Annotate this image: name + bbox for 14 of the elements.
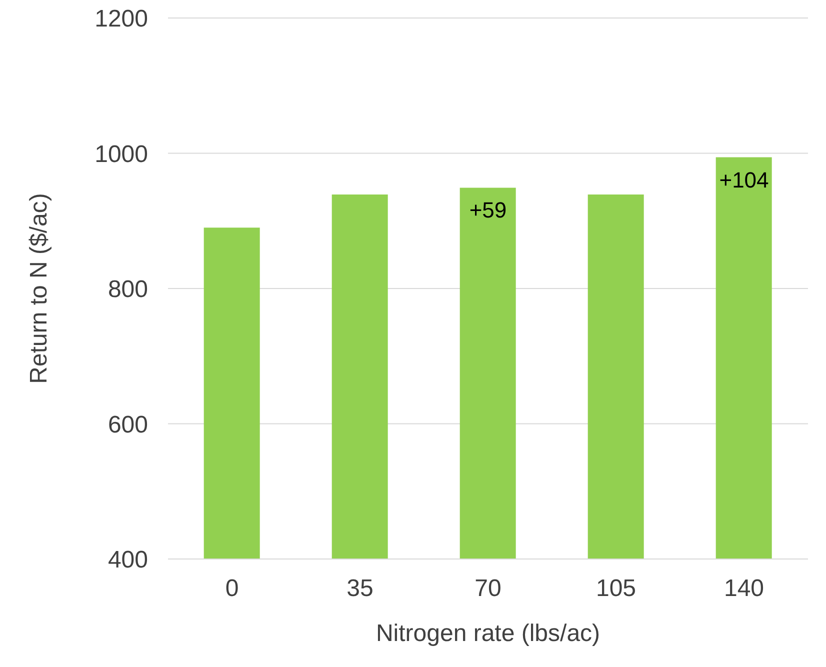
annotation: +104: [719, 167, 769, 192]
annotation: +59: [469, 198, 507, 223]
x-tick-label: 0: [225, 575, 239, 602]
y-tick-label: 1000: [94, 140, 148, 168]
y-tick-label: 800: [108, 276, 148, 304]
y-tick-label: 400: [108, 546, 148, 574]
y-tick-label: 600: [108, 411, 148, 438]
x-tick-label: 70: [474, 575, 502, 602]
x-tick-label: 105: [596, 575, 636, 602]
y-tick-label: 1200: [94, 6, 148, 33]
x-axis-title: Nitrogen rate (lbs/ac): [376, 620, 600, 647]
y-axis-title: Return to N ($/ac): [26, 193, 53, 384]
x-tick-label: 140: [724, 575, 764, 602]
x-tick-label: 35: [346, 575, 374, 602]
